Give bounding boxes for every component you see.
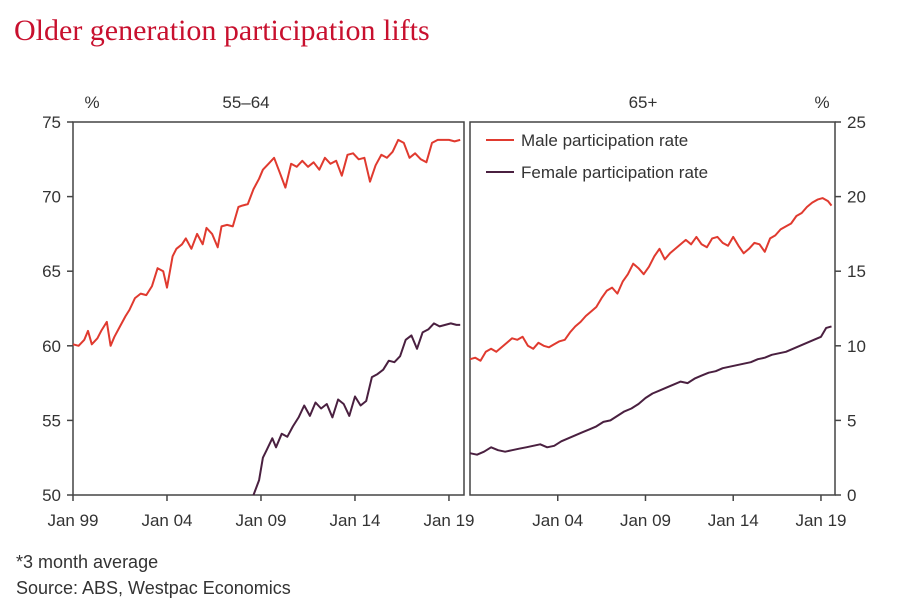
y-tick-label: 5 [847,411,856,430]
x-tick-label: Jan 04 [141,511,192,530]
legend-label-female: Female participation rate [521,163,708,182]
left-plot-frame [72,121,465,496]
y-tick-label: 50 [42,486,61,505]
right-panel-title: 65+ [629,93,658,112]
legend-label-male: Male participation rate [521,131,688,150]
right-plot-frame [469,121,836,496]
y-tick-label: 75 [42,113,61,132]
x-tick-label: Jan 19 [423,511,474,530]
left-x-axis: Jan 99 Jan 04 Jan 09 Jan 14 Jan 19 [47,495,474,530]
x-tick-label: Jan 19 [795,511,846,530]
left-unit-label: % [84,93,99,112]
series-line-male [72,138,461,347]
right-unit-label: % [814,93,829,112]
y-tick-label: 0 [847,486,856,505]
source-note: Source: ABS, Westpac Economics [16,578,291,598]
x-tick-label: Jan 14 [329,511,380,530]
y-tick-label: 70 [42,188,61,207]
right-y-axis: 0 5 10 15 20 25 [835,113,866,505]
right-x-axis: Jan 04 Jan 09 Jan 14 Jan 19 [532,495,846,530]
x-tick-label: Jan 09 [620,511,671,530]
left-series-group [72,138,461,496]
y-tick-label: 10 [847,337,866,356]
series-line-female [469,325,832,456]
legend: Male participation rate Female participa… [486,131,708,182]
right-series-group [469,197,833,456]
y-tick-label: 60 [42,337,61,356]
series-line-female [252,322,461,496]
series-line-male [469,197,833,362]
left-y-axis: 50 55 60 65 70 75 [42,113,73,505]
x-tick-label: Jan 14 [708,511,759,530]
y-tick-label: 25 [847,113,866,132]
y-tick-label: 65 [42,262,61,281]
page-title: Older generation participation lifts [14,14,430,47]
x-tick-label: Jan 99 [47,511,98,530]
left-panel-title: 55–64 [222,93,269,112]
y-tick-label: 55 [42,411,61,430]
x-tick-label: Jan 09 [235,511,286,530]
x-tick-label: Jan 04 [532,511,583,530]
panel-65-plus: % 65+ 0 5 10 15 20 25 Jan 04 Jan 09 Jan 14 Jan 1… [469,93,866,530]
footnote: *3 month average [16,552,159,572]
y-tick-label: 20 [847,188,866,207]
y-tick-label: 15 [847,262,866,281]
